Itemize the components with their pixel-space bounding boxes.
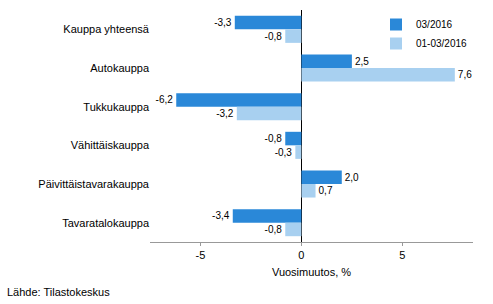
svg-text:Kauppa yhteensä: Kauppa yhteensä [63, 23, 150, 35]
svg-text:2,0: 2,0 [345, 172, 359, 183]
svg-text:2,5: 2,5 [355, 56, 369, 67]
svg-text:Lähde: Tilastokeskus: Lähde: Tilastokeskus [7, 286, 110, 298]
svg-text:-0,8: -0,8 [265, 31, 283, 42]
svg-text:-6,2: -6,2 [156, 94, 174, 105]
svg-text:-3,2: -3,2 [216, 108, 234, 119]
svg-text:7,6: 7,6 [458, 69, 472, 80]
svg-text:01-03/2016: 01-03/2016 [416, 38, 467, 49]
svg-text:-0,8: -0,8 [265, 133, 283, 144]
svg-text:-5: -5 [196, 249, 206, 261]
svg-text:-3,3: -3,3 [214, 17, 232, 28]
svg-text:03/2016: 03/2016 [416, 19, 453, 30]
svg-text:Autokauppa: Autokauppa [90, 62, 150, 74]
svg-text:-3,4: -3,4 [212, 210, 230, 221]
svg-text:0,7: 0,7 [319, 185, 333, 196]
svg-text:Tavaratalokauppa: Tavaratalokauppa [62, 217, 150, 229]
svg-text:5: 5 [399, 249, 405, 261]
svg-text:-0,3: -0,3 [275, 147, 293, 158]
svg-text:Tukkukauppa: Tukkukauppa [83, 101, 150, 113]
svg-text:Vuosimuutos, %: Vuosimuutos, % [272, 266, 351, 278]
svg-text:-0,8: -0,8 [265, 224, 283, 235]
svg-text:0: 0 [298, 249, 304, 261]
svg-text:Päivittäistavarakauppa: Päivittäistavarakauppa [38, 178, 150, 190]
svg-text:Vähittäiskauppa: Vähittäiskauppa [71, 139, 150, 151]
